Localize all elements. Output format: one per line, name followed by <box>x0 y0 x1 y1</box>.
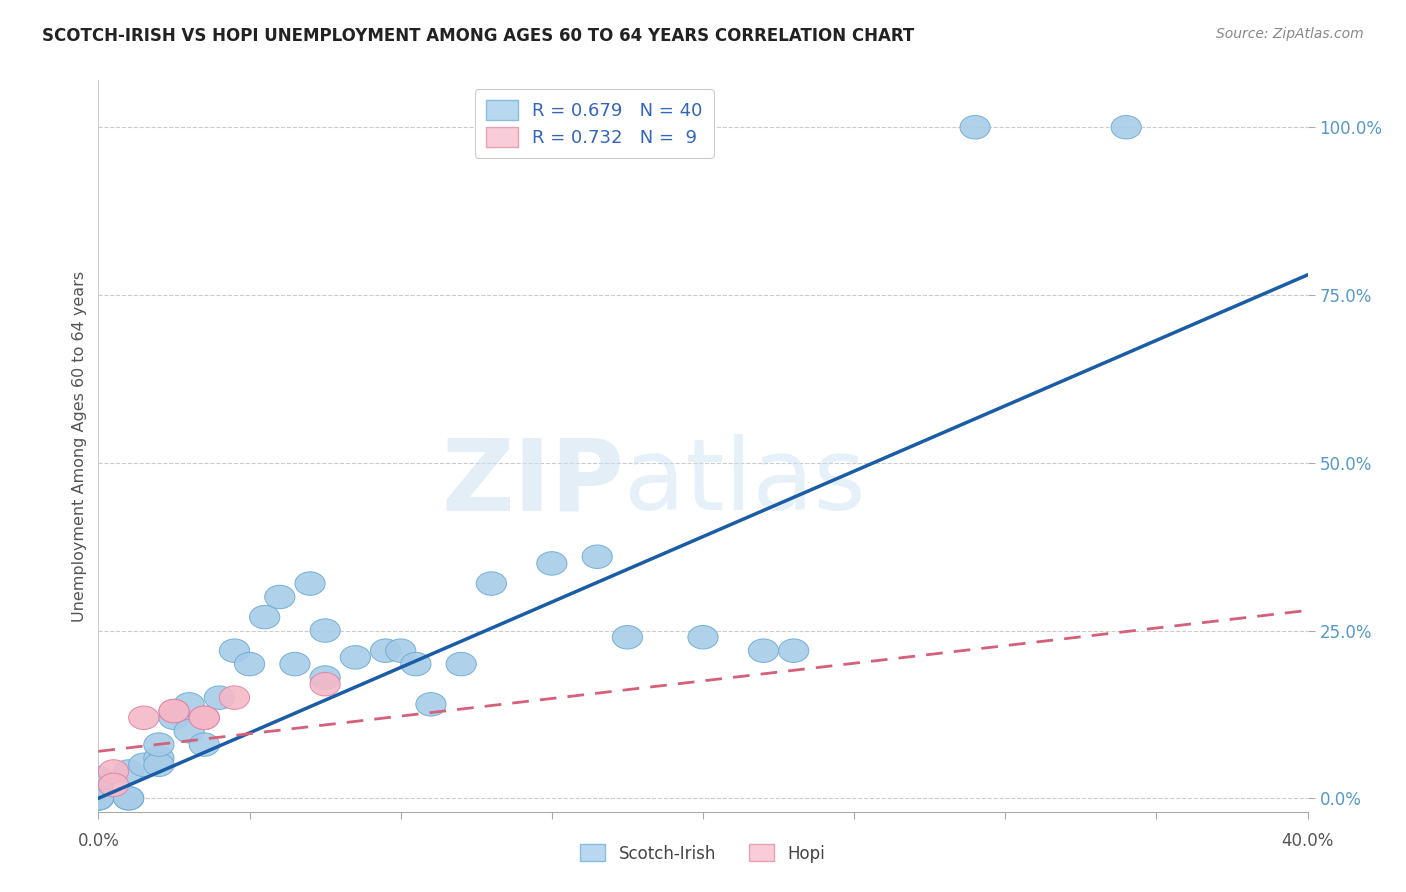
Ellipse shape <box>385 639 416 663</box>
Ellipse shape <box>83 787 114 810</box>
Ellipse shape <box>264 585 295 608</box>
Ellipse shape <box>250 606 280 629</box>
Ellipse shape <box>446 652 477 676</box>
Ellipse shape <box>295 572 325 595</box>
Ellipse shape <box>401 652 432 676</box>
Ellipse shape <box>159 706 190 730</box>
Ellipse shape <box>311 665 340 690</box>
Ellipse shape <box>83 773 114 797</box>
Ellipse shape <box>190 706 219 730</box>
Ellipse shape <box>311 673 340 696</box>
Ellipse shape <box>143 753 174 777</box>
Ellipse shape <box>190 733 219 756</box>
Y-axis label: Unemployment Among Ages 60 to 64 years: Unemployment Among Ages 60 to 64 years <box>72 270 87 622</box>
Ellipse shape <box>219 686 250 709</box>
Legend: Scotch-Irish, Hopi: Scotch-Irish, Hopi <box>574 838 832 869</box>
Ellipse shape <box>129 753 159 777</box>
Ellipse shape <box>311 619 340 642</box>
Ellipse shape <box>537 551 567 575</box>
Ellipse shape <box>98 760 129 783</box>
Ellipse shape <box>779 639 808 663</box>
Ellipse shape <box>83 787 114 810</box>
Ellipse shape <box>143 747 174 770</box>
Ellipse shape <box>582 545 613 568</box>
Ellipse shape <box>371 639 401 663</box>
Text: 40.0%: 40.0% <box>1281 832 1334 850</box>
Ellipse shape <box>280 652 311 676</box>
Ellipse shape <box>114 787 143 810</box>
Ellipse shape <box>688 625 718 649</box>
Ellipse shape <box>143 733 174 756</box>
Ellipse shape <box>174 692 204 716</box>
Ellipse shape <box>83 766 114 790</box>
Text: atlas: atlas <box>624 434 866 531</box>
Ellipse shape <box>340 646 371 669</box>
Text: ZIP: ZIP <box>441 434 624 531</box>
Ellipse shape <box>960 115 990 139</box>
Ellipse shape <box>159 699 190 723</box>
Ellipse shape <box>1111 115 1142 139</box>
Ellipse shape <box>613 625 643 649</box>
Ellipse shape <box>114 787 143 810</box>
Ellipse shape <box>83 787 114 810</box>
Ellipse shape <box>98 773 129 797</box>
Text: SCOTCH-IRISH VS HOPI UNEMPLOYMENT AMONG AGES 60 TO 64 YEARS CORRELATION CHART: SCOTCH-IRISH VS HOPI UNEMPLOYMENT AMONG … <box>42 27 914 45</box>
Ellipse shape <box>190 706 219 730</box>
Ellipse shape <box>477 572 506 595</box>
Ellipse shape <box>129 706 159 730</box>
Ellipse shape <box>159 699 190 723</box>
Ellipse shape <box>174 720 204 743</box>
Text: Source: ZipAtlas.com: Source: ZipAtlas.com <box>1216 27 1364 41</box>
Ellipse shape <box>204 686 235 709</box>
Ellipse shape <box>235 652 264 676</box>
Text: 0.0%: 0.0% <box>77 832 120 850</box>
Ellipse shape <box>416 692 446 716</box>
Ellipse shape <box>748 639 779 663</box>
Ellipse shape <box>219 639 250 663</box>
Ellipse shape <box>114 760 143 783</box>
